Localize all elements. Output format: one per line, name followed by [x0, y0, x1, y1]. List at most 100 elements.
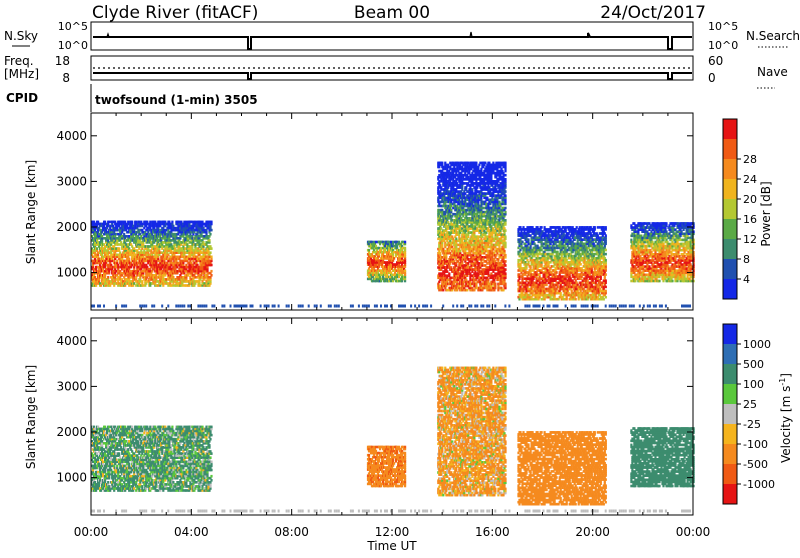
echo-cell: [393, 251, 395, 254]
echo-cell: [209, 233, 211, 236]
echo-cell: [448, 272, 450, 275]
freq-panel: [91, 56, 693, 80]
beam-title: Beam 00: [354, 3, 430, 23]
cpid-value: twofsound (1-min) 3505: [95, 93, 258, 107]
echo-cell: [457, 244, 459, 247]
station-title: Clyde River (fitACF): [92, 3, 258, 23]
echo-cell: [146, 221, 148, 224]
echo-cell: [170, 284, 172, 287]
echo-cell: [393, 257, 395, 260]
echo-cell: [171, 221, 173, 224]
echo-cell: [380, 247, 382, 250]
echo-cell: [125, 235, 127, 238]
nsky-tick-top: 10^5: [58, 20, 88, 33]
echo-cell: [149, 221, 151, 224]
freq-label-2: [MHz]: [4, 67, 39, 81]
echo-cell: [484, 162, 486, 165]
echo-cell: [484, 192, 486, 195]
cpid-label: CPID: [6, 91, 38, 105]
echo-cell: [404, 269, 406, 272]
echo-cell: [148, 249, 150, 252]
echo-cell: [104, 245, 106, 248]
echo-cell: [165, 278, 167, 281]
echo-cell: [167, 282, 169, 285]
echo-cell: [208, 239, 210, 242]
echo-cell: [438, 180, 440, 183]
echo-cell: [108, 280, 110, 283]
echo-cell: [449, 277, 451, 280]
echo-cell: [141, 223, 143, 226]
echo-cell: [107, 276, 109, 279]
echo-cell: [175, 256, 177, 259]
echo-cell: [148, 245, 150, 248]
echo-cell: [210, 274, 212, 277]
echo-cell: [141, 280, 143, 283]
echo-cell: [209, 251, 211, 254]
freq-tick-top: 18: [55, 54, 70, 68]
echo-cell: [185, 221, 187, 224]
echo-cell: [466, 289, 468, 292]
echo-cell: [459, 250, 461, 253]
echo-cell: [154, 245, 156, 248]
echo-cell: [184, 247, 186, 250]
echo-cell: [482, 207, 484, 210]
echo-cell: [176, 270, 178, 273]
echo-cell: [446, 270, 448, 273]
echo-cell: [129, 270, 131, 273]
echo-cell: [140, 235, 142, 238]
echo-cell: [117, 276, 119, 279]
echo-cell: [108, 221, 110, 224]
echo-cell: [186, 266, 188, 269]
echo-cell: [463, 182, 465, 185]
echo-cell: [97, 251, 99, 254]
echo-cell: [465, 233, 467, 236]
echo-cell: [210, 221, 212, 224]
nsearch-tick-top: 10^5: [708, 20, 738, 33]
echo-cell: [446, 289, 448, 292]
echo-cell: [175, 249, 177, 252]
nsearch-tick-bottom: 10^0: [708, 39, 738, 52]
echo-cell: [468, 217, 470, 220]
echo-cell: [170, 239, 172, 242]
echo-cell: [455, 238, 457, 241]
echo-cell: [469, 272, 471, 275]
freq-tick-bottom: 8: [62, 71, 70, 85]
date-title: 24/Oct/2017: [600, 3, 706, 23]
echo-cell: [118, 247, 120, 250]
echo-cell: [142, 284, 144, 287]
echo-cell: [205, 241, 207, 244]
echo-cell: [480, 283, 482, 286]
nsky-tick-bottom: 10^0: [58, 39, 88, 52]
echo-cell: [456, 182, 458, 185]
nsky-label: N.Sky: [4, 29, 38, 43]
echo-cell: [183, 266, 185, 269]
echo-cell: [210, 256, 212, 259]
echo-cell: [201, 221, 203, 224]
echo-cell: [368, 249, 370, 252]
nave-tick-bottom: 0: [708, 71, 716, 85]
echo-cell: [133, 282, 135, 285]
echo-cell: [375, 257, 377, 260]
echo-cell: [463, 285, 465, 288]
echo-cell: [451, 223, 453, 226]
echo-cell: [104, 221, 106, 224]
echo-cell: [167, 254, 169, 257]
freq-trace: [93, 73, 692, 79]
echo-cell: [404, 247, 406, 250]
echo-cell: [483, 277, 485, 280]
nave-label: Nave: [757, 65, 788, 79]
echo-cell: [481, 262, 483, 265]
echo-cell: [194, 276, 196, 279]
echo-cell: [120, 241, 122, 244]
echo-cell: [182, 284, 184, 287]
echo-cell: [103, 237, 105, 240]
echo-cell: [185, 284, 187, 287]
echo-cell: [210, 247, 212, 250]
echo-cell: [440, 186, 442, 189]
echo-cell: [98, 233, 100, 236]
power-echoes: [91, 162, 695, 308]
echo-cell: [444, 197, 446, 200]
nsearch-label: N.Search: [746, 29, 800, 43]
echo-cell: [452, 238, 454, 241]
